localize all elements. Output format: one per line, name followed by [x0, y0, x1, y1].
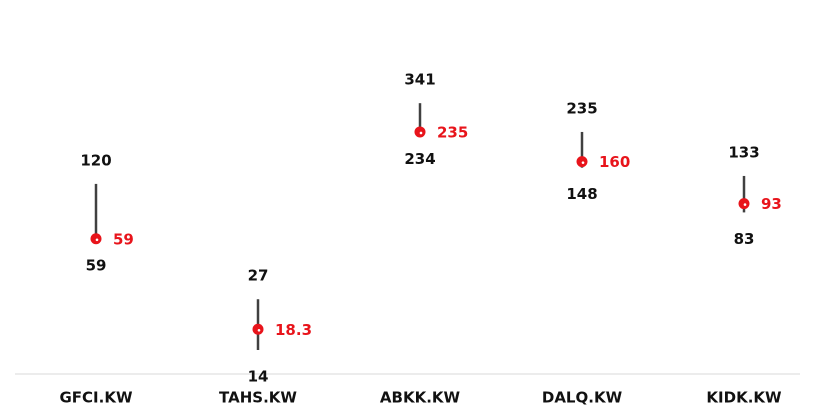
high-label: 341	[404, 71, 435, 89]
current-marker	[738, 198, 750, 210]
x-tick-label: KIDK.KW	[706, 389, 782, 407]
x-tick-label: TAHS.KW	[219, 389, 297, 407]
low-label: 14	[248, 367, 269, 385]
low-label: 148	[566, 185, 597, 203]
marker-dot	[95, 238, 99, 242]
marker-dot	[743, 203, 747, 206]
x-tick-label: ABKK.KW	[380, 389, 461, 407]
current-marker	[576, 156, 588, 168]
high-label: 133	[728, 143, 759, 161]
low-label: 83	[734, 230, 755, 248]
marker-dot	[419, 131, 423, 135]
current-label: 235	[437, 123, 468, 141]
current-marker	[252, 323, 264, 335]
marker-dot	[257, 328, 261, 332]
current-label: 59	[113, 230, 134, 248]
x-tick-label: DALQ.KW	[542, 389, 623, 407]
low-label: 59	[86, 256, 107, 274]
current-marker	[414, 126, 426, 138]
high-label: 120	[80, 151, 111, 169]
marker-dot	[581, 161, 585, 164]
x-tick-label: GFCI.KW	[59, 389, 132, 407]
low-label: 234	[404, 150, 435, 168]
current-marker	[90, 233, 102, 245]
current-label: 18.3	[275, 321, 312, 339]
current-label: 93	[761, 195, 782, 213]
current-label: 160	[599, 153, 630, 171]
high-label: 235	[566, 99, 597, 117]
high-label: 27	[248, 267, 269, 285]
